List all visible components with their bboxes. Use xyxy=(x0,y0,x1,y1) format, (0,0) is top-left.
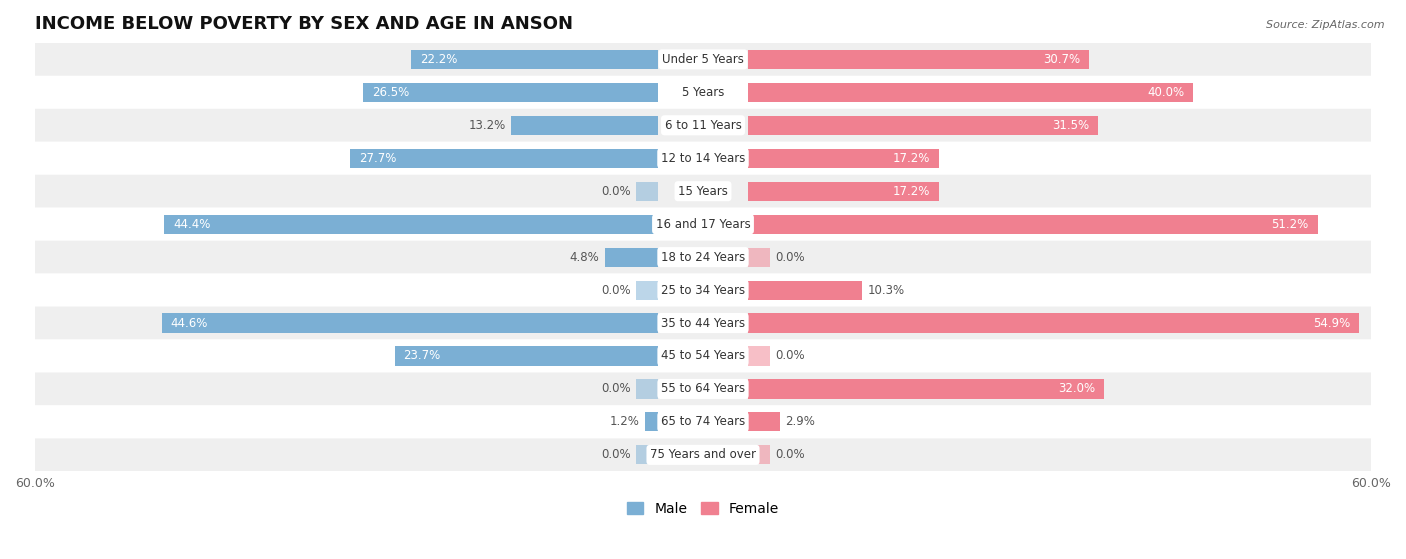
Text: 0.0%: 0.0% xyxy=(600,283,631,297)
Text: 0.0%: 0.0% xyxy=(775,349,806,362)
Bar xyxy=(636,182,658,201)
Bar xyxy=(748,116,1098,135)
FancyBboxPatch shape xyxy=(35,372,1371,405)
Text: 16 and 17 Years: 16 and 17 Years xyxy=(655,217,751,231)
FancyBboxPatch shape xyxy=(35,175,1371,208)
Text: 17.2%: 17.2% xyxy=(893,151,931,165)
Text: 44.6%: 44.6% xyxy=(170,316,208,330)
Bar xyxy=(748,413,780,432)
Text: 13.2%: 13.2% xyxy=(468,119,506,132)
Text: Source: ZipAtlas.com: Source: ZipAtlas.com xyxy=(1267,20,1385,30)
Bar xyxy=(748,314,1358,333)
Text: 55 to 64 Years: 55 to 64 Years xyxy=(661,382,745,395)
FancyBboxPatch shape xyxy=(35,306,1371,339)
FancyBboxPatch shape xyxy=(35,405,1371,438)
Text: 45 to 54 Years: 45 to 54 Years xyxy=(661,349,745,362)
FancyBboxPatch shape xyxy=(35,273,1371,306)
Bar xyxy=(748,149,939,168)
FancyBboxPatch shape xyxy=(35,208,1371,240)
Bar xyxy=(350,149,658,168)
Bar xyxy=(748,347,770,366)
Text: 26.5%: 26.5% xyxy=(373,86,409,99)
Text: 6 to 11 Years: 6 to 11 Years xyxy=(665,119,741,132)
Bar xyxy=(605,248,658,267)
FancyBboxPatch shape xyxy=(35,43,1371,76)
Text: 75 Years and over: 75 Years and over xyxy=(650,448,756,461)
FancyBboxPatch shape xyxy=(35,109,1371,142)
Text: 44.4%: 44.4% xyxy=(173,217,211,231)
Legend: Male, Female: Male, Female xyxy=(627,502,779,516)
FancyBboxPatch shape xyxy=(35,339,1371,372)
Bar xyxy=(363,83,658,102)
Bar xyxy=(165,215,658,234)
Text: 2.9%: 2.9% xyxy=(786,415,815,428)
Text: 0.0%: 0.0% xyxy=(600,184,631,198)
Text: 5 Years: 5 Years xyxy=(682,86,724,99)
Text: 10.3%: 10.3% xyxy=(868,283,905,297)
Text: 4.8%: 4.8% xyxy=(569,250,599,264)
Bar xyxy=(636,281,658,300)
Bar xyxy=(748,380,1104,399)
FancyBboxPatch shape xyxy=(35,438,1371,471)
Bar xyxy=(645,413,658,432)
FancyBboxPatch shape xyxy=(35,142,1371,175)
Bar xyxy=(748,281,862,300)
FancyBboxPatch shape xyxy=(35,76,1371,109)
Text: 25 to 34 Years: 25 to 34 Years xyxy=(661,283,745,297)
Text: 51.2%: 51.2% xyxy=(1271,217,1309,231)
Bar xyxy=(412,50,658,69)
Bar xyxy=(636,380,658,399)
Text: 0.0%: 0.0% xyxy=(775,250,806,264)
FancyBboxPatch shape xyxy=(35,240,1371,273)
Bar xyxy=(748,50,1090,69)
Bar xyxy=(748,248,770,267)
Text: 32.0%: 32.0% xyxy=(1057,382,1095,395)
Text: 35 to 44 Years: 35 to 44 Years xyxy=(661,316,745,330)
Text: 22.2%: 22.2% xyxy=(420,53,457,66)
Text: 40.0%: 40.0% xyxy=(1147,86,1184,99)
Text: 65 to 74 Years: 65 to 74 Years xyxy=(661,415,745,428)
Text: Under 5 Years: Under 5 Years xyxy=(662,53,744,66)
Text: 0.0%: 0.0% xyxy=(600,382,631,395)
Text: INCOME BELOW POVERTY BY SEX AND AGE IN ANSON: INCOME BELOW POVERTY BY SEX AND AGE IN A… xyxy=(35,15,572,33)
Bar xyxy=(748,182,939,201)
Text: 23.7%: 23.7% xyxy=(404,349,440,362)
Text: 15 Years: 15 Years xyxy=(678,184,728,198)
Text: 18 to 24 Years: 18 to 24 Years xyxy=(661,250,745,264)
Text: 30.7%: 30.7% xyxy=(1043,53,1080,66)
Text: 1.2%: 1.2% xyxy=(610,415,640,428)
Bar xyxy=(748,446,770,465)
Bar xyxy=(512,116,658,135)
Bar xyxy=(162,314,658,333)
Bar xyxy=(636,446,658,465)
Text: 0.0%: 0.0% xyxy=(600,448,631,461)
Bar xyxy=(748,83,1192,102)
Text: 0.0%: 0.0% xyxy=(775,448,806,461)
Text: 27.7%: 27.7% xyxy=(359,151,396,165)
Text: 17.2%: 17.2% xyxy=(893,184,931,198)
Text: 31.5%: 31.5% xyxy=(1052,119,1090,132)
Bar xyxy=(748,215,1317,234)
Bar xyxy=(395,347,658,366)
Text: 12 to 14 Years: 12 to 14 Years xyxy=(661,151,745,165)
Text: 54.9%: 54.9% xyxy=(1313,316,1350,330)
